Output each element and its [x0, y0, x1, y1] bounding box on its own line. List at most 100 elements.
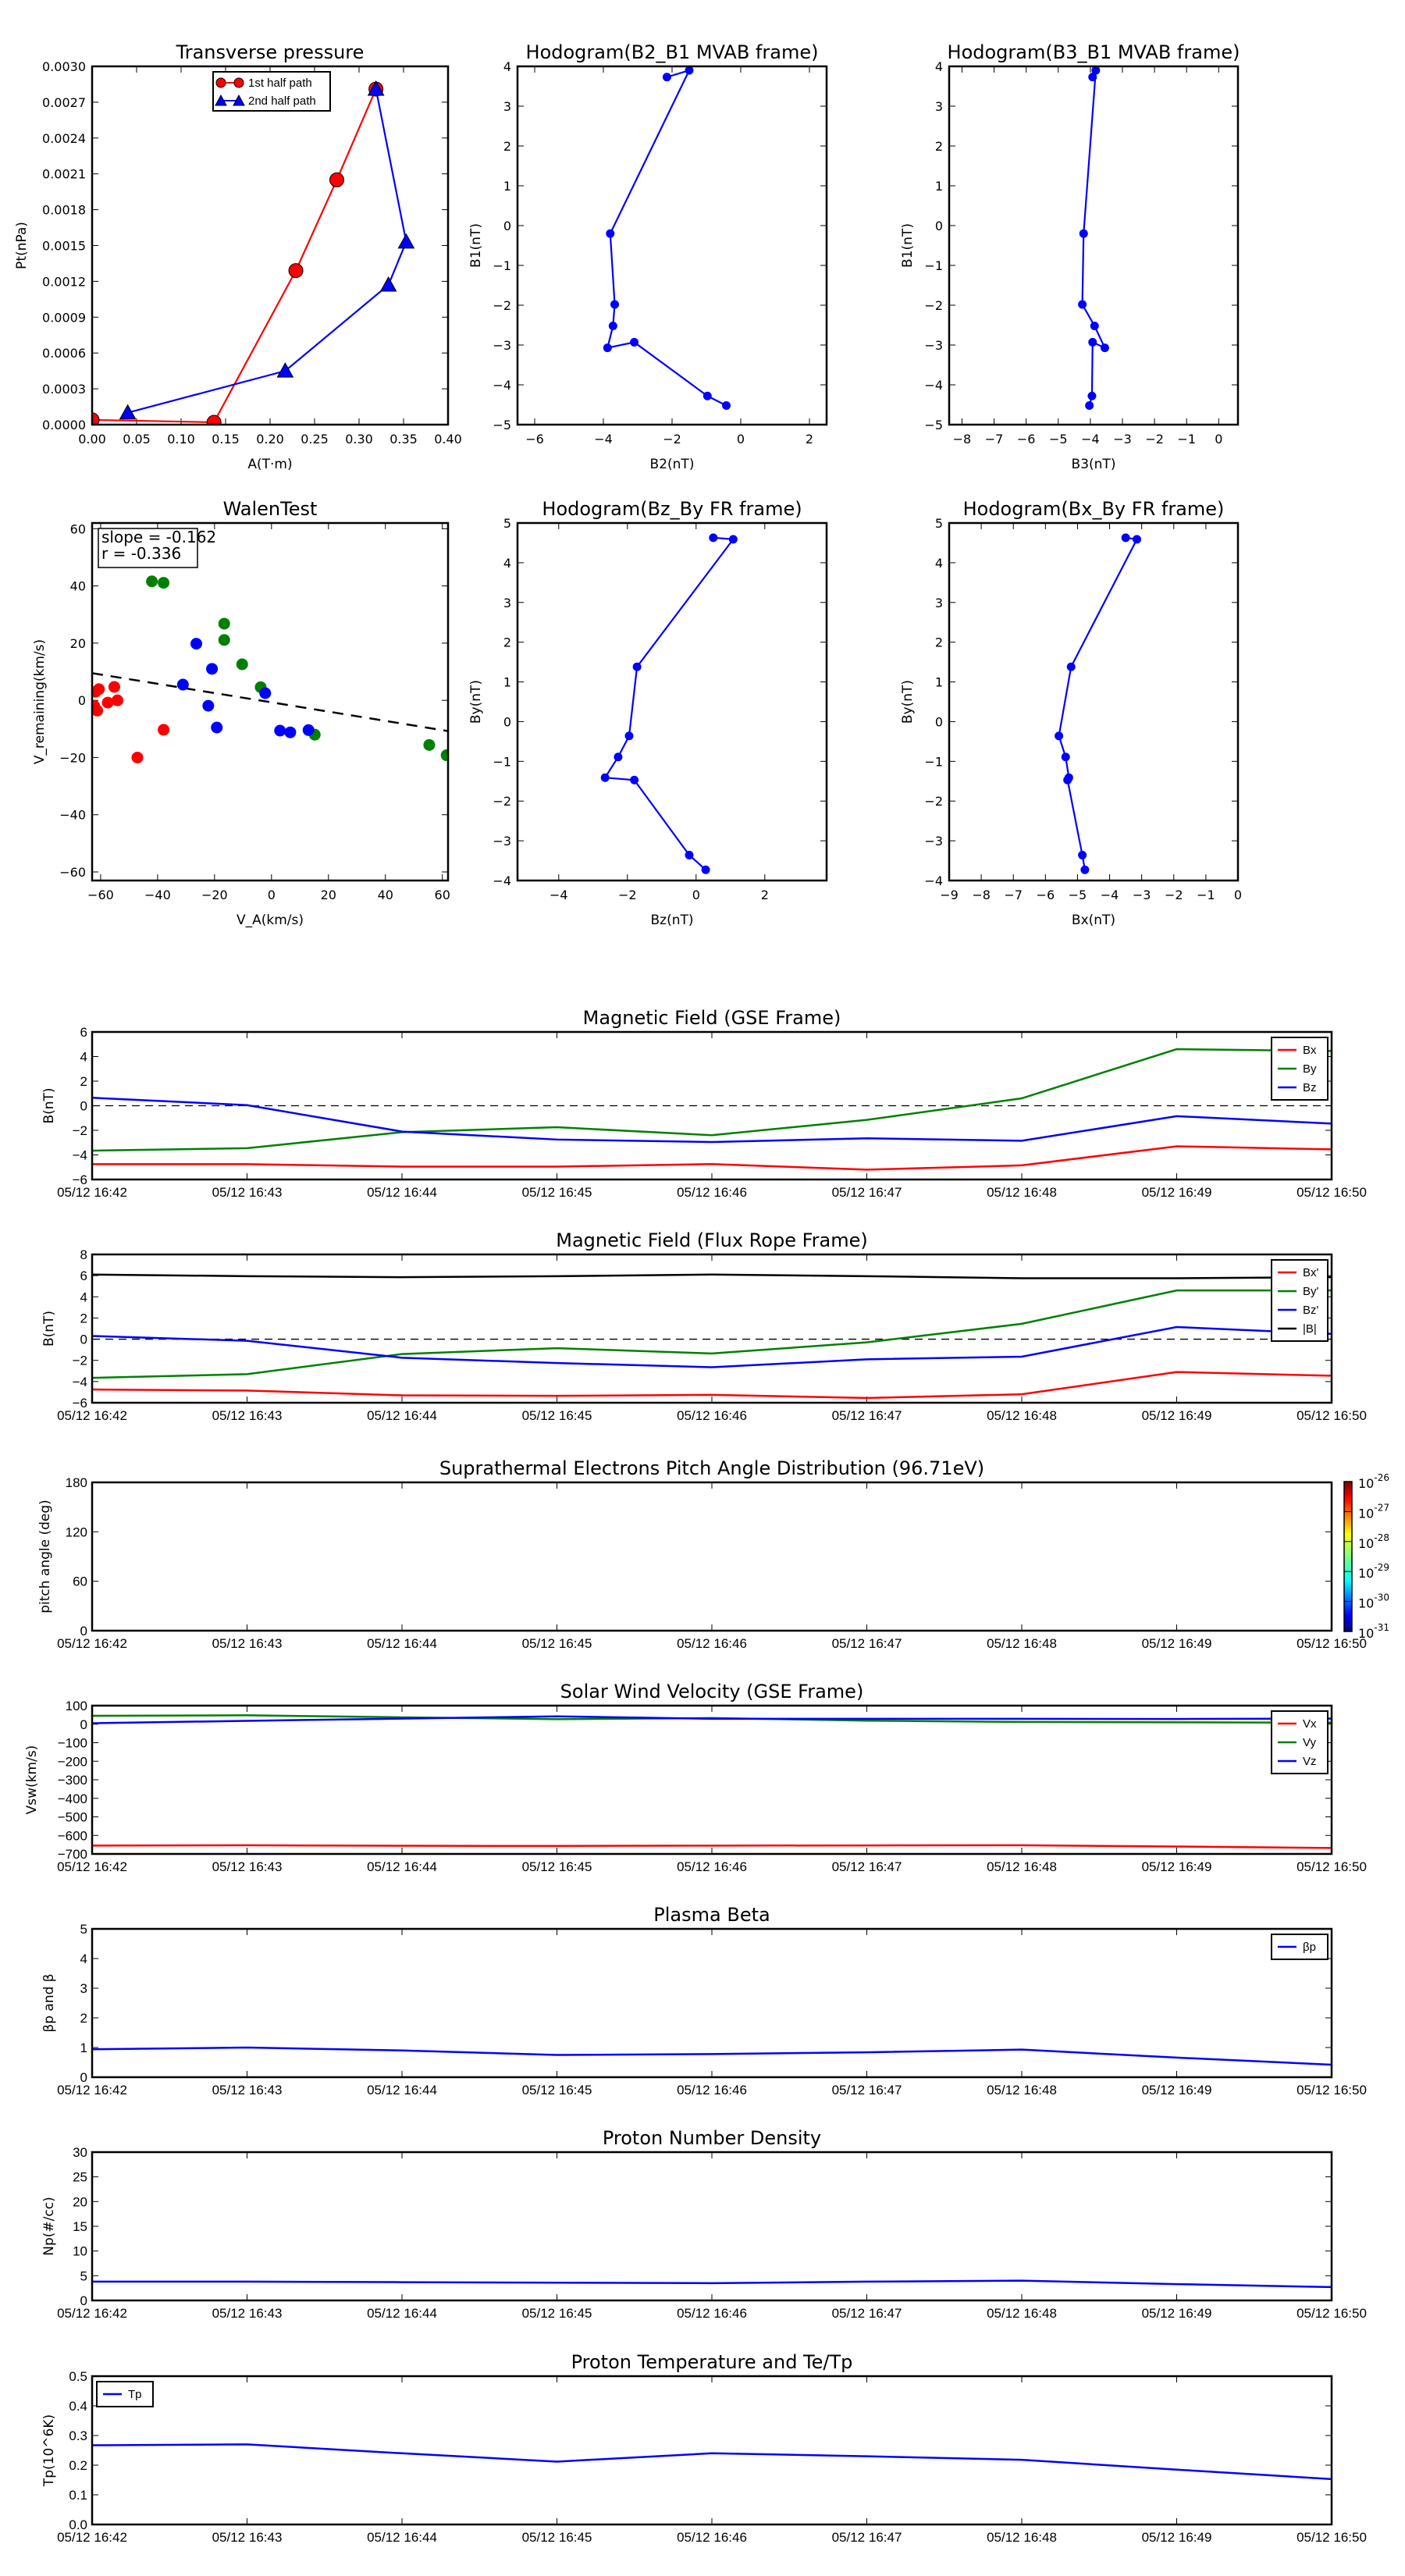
series-line-Bz — [92, 1097, 1332, 1144]
y-tick-label: 0.2 — [69, 2458, 87, 2473]
scatter-point-y-component — [423, 738, 436, 751]
time-tick-label: 05/12 16:48 — [987, 1859, 1057, 1874]
x-tick-label: −3 — [1133, 888, 1151, 902]
time-tick-label: 05/12 16:43 — [212, 1636, 283, 1651]
y-tick-label: 40 — [70, 579, 86, 594]
series-line-1 — [127, 88, 407, 414]
time-tick-label: 05/12 16:45 — [522, 2306, 592, 2321]
x-axis-label: B2(nT) — [650, 457, 695, 472]
legend-marker — [215, 94, 227, 106]
x-tick-label: 0.10 — [167, 432, 195, 447]
chart-title: Hodogram(B3_B1 MVAB frame) — [948, 41, 1240, 63]
colorbar-tick-exponent: -29 — [1374, 1562, 1389, 1573]
y-tick-label: 0.5 — [69, 2369, 87, 2384]
y-tick-label: 60 — [73, 1574, 87, 1589]
plot-area — [92, 2443, 1332, 2481]
y-tick-label: −1 — [493, 258, 511, 273]
y-tick-label: −4 — [73, 1375, 87, 1389]
data-marker-dot — [1078, 300, 1087, 309]
data-marker-dot — [630, 775, 639, 785]
chart-proton-density: Proton Number Density 05/12 16:42 05/12 16… — [41, 2127, 1367, 2321]
time-tick-label: 05/12 16:43 — [212, 1185, 283, 1200]
time-tick-label: 05/12 16:50 — [1297, 1408, 1367, 1423]
y-tick-label: 0 — [935, 219, 943, 233]
y-tick-label: 100 — [66, 1699, 87, 1713]
legend: 1st half path 2nd half path — [212, 71, 331, 112]
y-tick-label: 6 — [80, 1025, 87, 1040]
scatter-point-y-component — [158, 577, 170, 589]
plot-area — [603, 66, 731, 411]
y-tick-label: 60 — [70, 521, 86, 536]
time-tick-label: 05/12 16:42 — [57, 1408, 127, 1423]
time-tick-label: 05/12 16:45 — [522, 1408, 592, 1423]
y-tick-label: −3 — [493, 834, 511, 849]
time-tick-label: 05/12 16:42 — [57, 2083, 127, 2097]
colorbar-tick-base: 10 — [1358, 1506, 1374, 1521]
y-tick-label: 4 — [935, 556, 943, 571]
scatter-point-x-component — [131, 751, 144, 763]
y-tick-label: −1 — [924, 754, 943, 769]
legend-label: Vy — [1303, 1736, 1316, 1749]
y-tick-label: 2 — [935, 139, 943, 154]
colorbar-tick-label: 10-31 — [1358, 1622, 1389, 1641]
colorbar-tick-base: 10 — [1358, 1596, 1374, 1611]
data-marker-dot — [1091, 66, 1101, 75]
time-tick-label: 05/12 16:50 — [1297, 1185, 1367, 1200]
y-axis-label: Pt(nPa) — [14, 222, 30, 269]
time-tick-label: 05/12 16:48 — [987, 2306, 1057, 2321]
series-line-Bx' — [92, 1371, 1332, 1400]
x-axis-label: B3(nT) — [1072, 457, 1116, 472]
data-marker-dot — [603, 343, 612, 353]
x-tick-label: −6 — [1017, 432, 1036, 447]
scatter-point-y-component — [146, 575, 158, 588]
y-tick-label: 0.0 — [69, 2517, 87, 2532]
y-tick-label: −500 — [58, 1810, 87, 1825]
time-tick-label: 05/12 16:43 — [212, 2530, 283, 2545]
colorbar-tick-exponent: -27 — [1374, 1502, 1389, 1513]
time-tick-label: 05/12 16:50 — [1297, 2306, 1367, 2321]
axes-frame — [516, 65, 828, 426]
chart-title: Hodogram(Bz_By FR frame) — [542, 498, 802, 520]
x-tick-label: −60 — [87, 888, 114, 902]
time-tick-label: 05/12 16:48 — [987, 2530, 1057, 2545]
y-tick-label: 8 — [80, 1247, 87, 1262]
y-tick-label: 5 — [80, 1922, 87, 1937]
plot-area — [1055, 533, 1141, 874]
y-tick-label: 1 — [935, 675, 943, 690]
y-axis-label: By(nT) — [468, 680, 484, 724]
colorbar-tick-base: 10 — [1358, 1566, 1374, 1581]
x-axis-label: V_A(km/s) — [237, 913, 304, 928]
data-marker-dot — [728, 535, 738, 544]
time-tick-label: 05/12 16:46 — [677, 2306, 747, 2321]
x-tick-label: 40 — [378, 888, 393, 902]
plot-area — [92, 575, 448, 763]
y-tick-label: −2 — [924, 298, 943, 313]
series-line-Bx — [92, 1145, 1332, 1171]
series-line-By' — [92, 1289, 1332, 1379]
scatter-point-z-component — [274, 724, 286, 737]
data-marker-dot — [1061, 753, 1070, 762]
chart-walen-test: WalenTest −60 −40 −20 0 20 40 60 −60 −40 −20 0 20 40 6… — [32, 498, 450, 928]
chart-title: Proton Number Density — [603, 2127, 821, 2149]
y-tick-label: −3 — [924, 338, 943, 353]
slope-text: slope = -0.162 — [101, 528, 216, 546]
time-tick-label: 05/12 16:44 — [367, 1859, 437, 1874]
data-marker-dot — [701, 865, 710, 874]
chart-title: Suprathermal Electrons Pitch Angle Distr… — [439, 1457, 984, 1479]
y-tick-label: −4 — [493, 873, 511, 888]
data-marker-dot — [1088, 73, 1097, 82]
time-tick-label: 05/12 16:43 — [212, 2306, 283, 2321]
y-tick-label: 0.4 — [69, 2399, 87, 2414]
time-tick-label: 05/12 16:47 — [832, 2083, 902, 2097]
y-tick-label: 20 — [73, 2194, 87, 2209]
y-tick-label: 5 — [503, 516, 511, 531]
x-tick-label: 0 — [692, 888, 700, 902]
x-tick-label: 0.35 — [389, 432, 418, 447]
x-tick-label: −8 — [972, 888, 991, 902]
chart-solar-wind-velocity: Solar Wind Velocity (GSE Frame) 05/12 16:… — [24, 1681, 1367, 1874]
data-marker-dot — [1121, 533, 1130, 543]
time-tick-label: 05/12 16:47 — [832, 1185, 902, 1200]
y-tick-label: −2 — [73, 1123, 87, 1138]
legend-label: Bz' — [1303, 1304, 1319, 1317]
